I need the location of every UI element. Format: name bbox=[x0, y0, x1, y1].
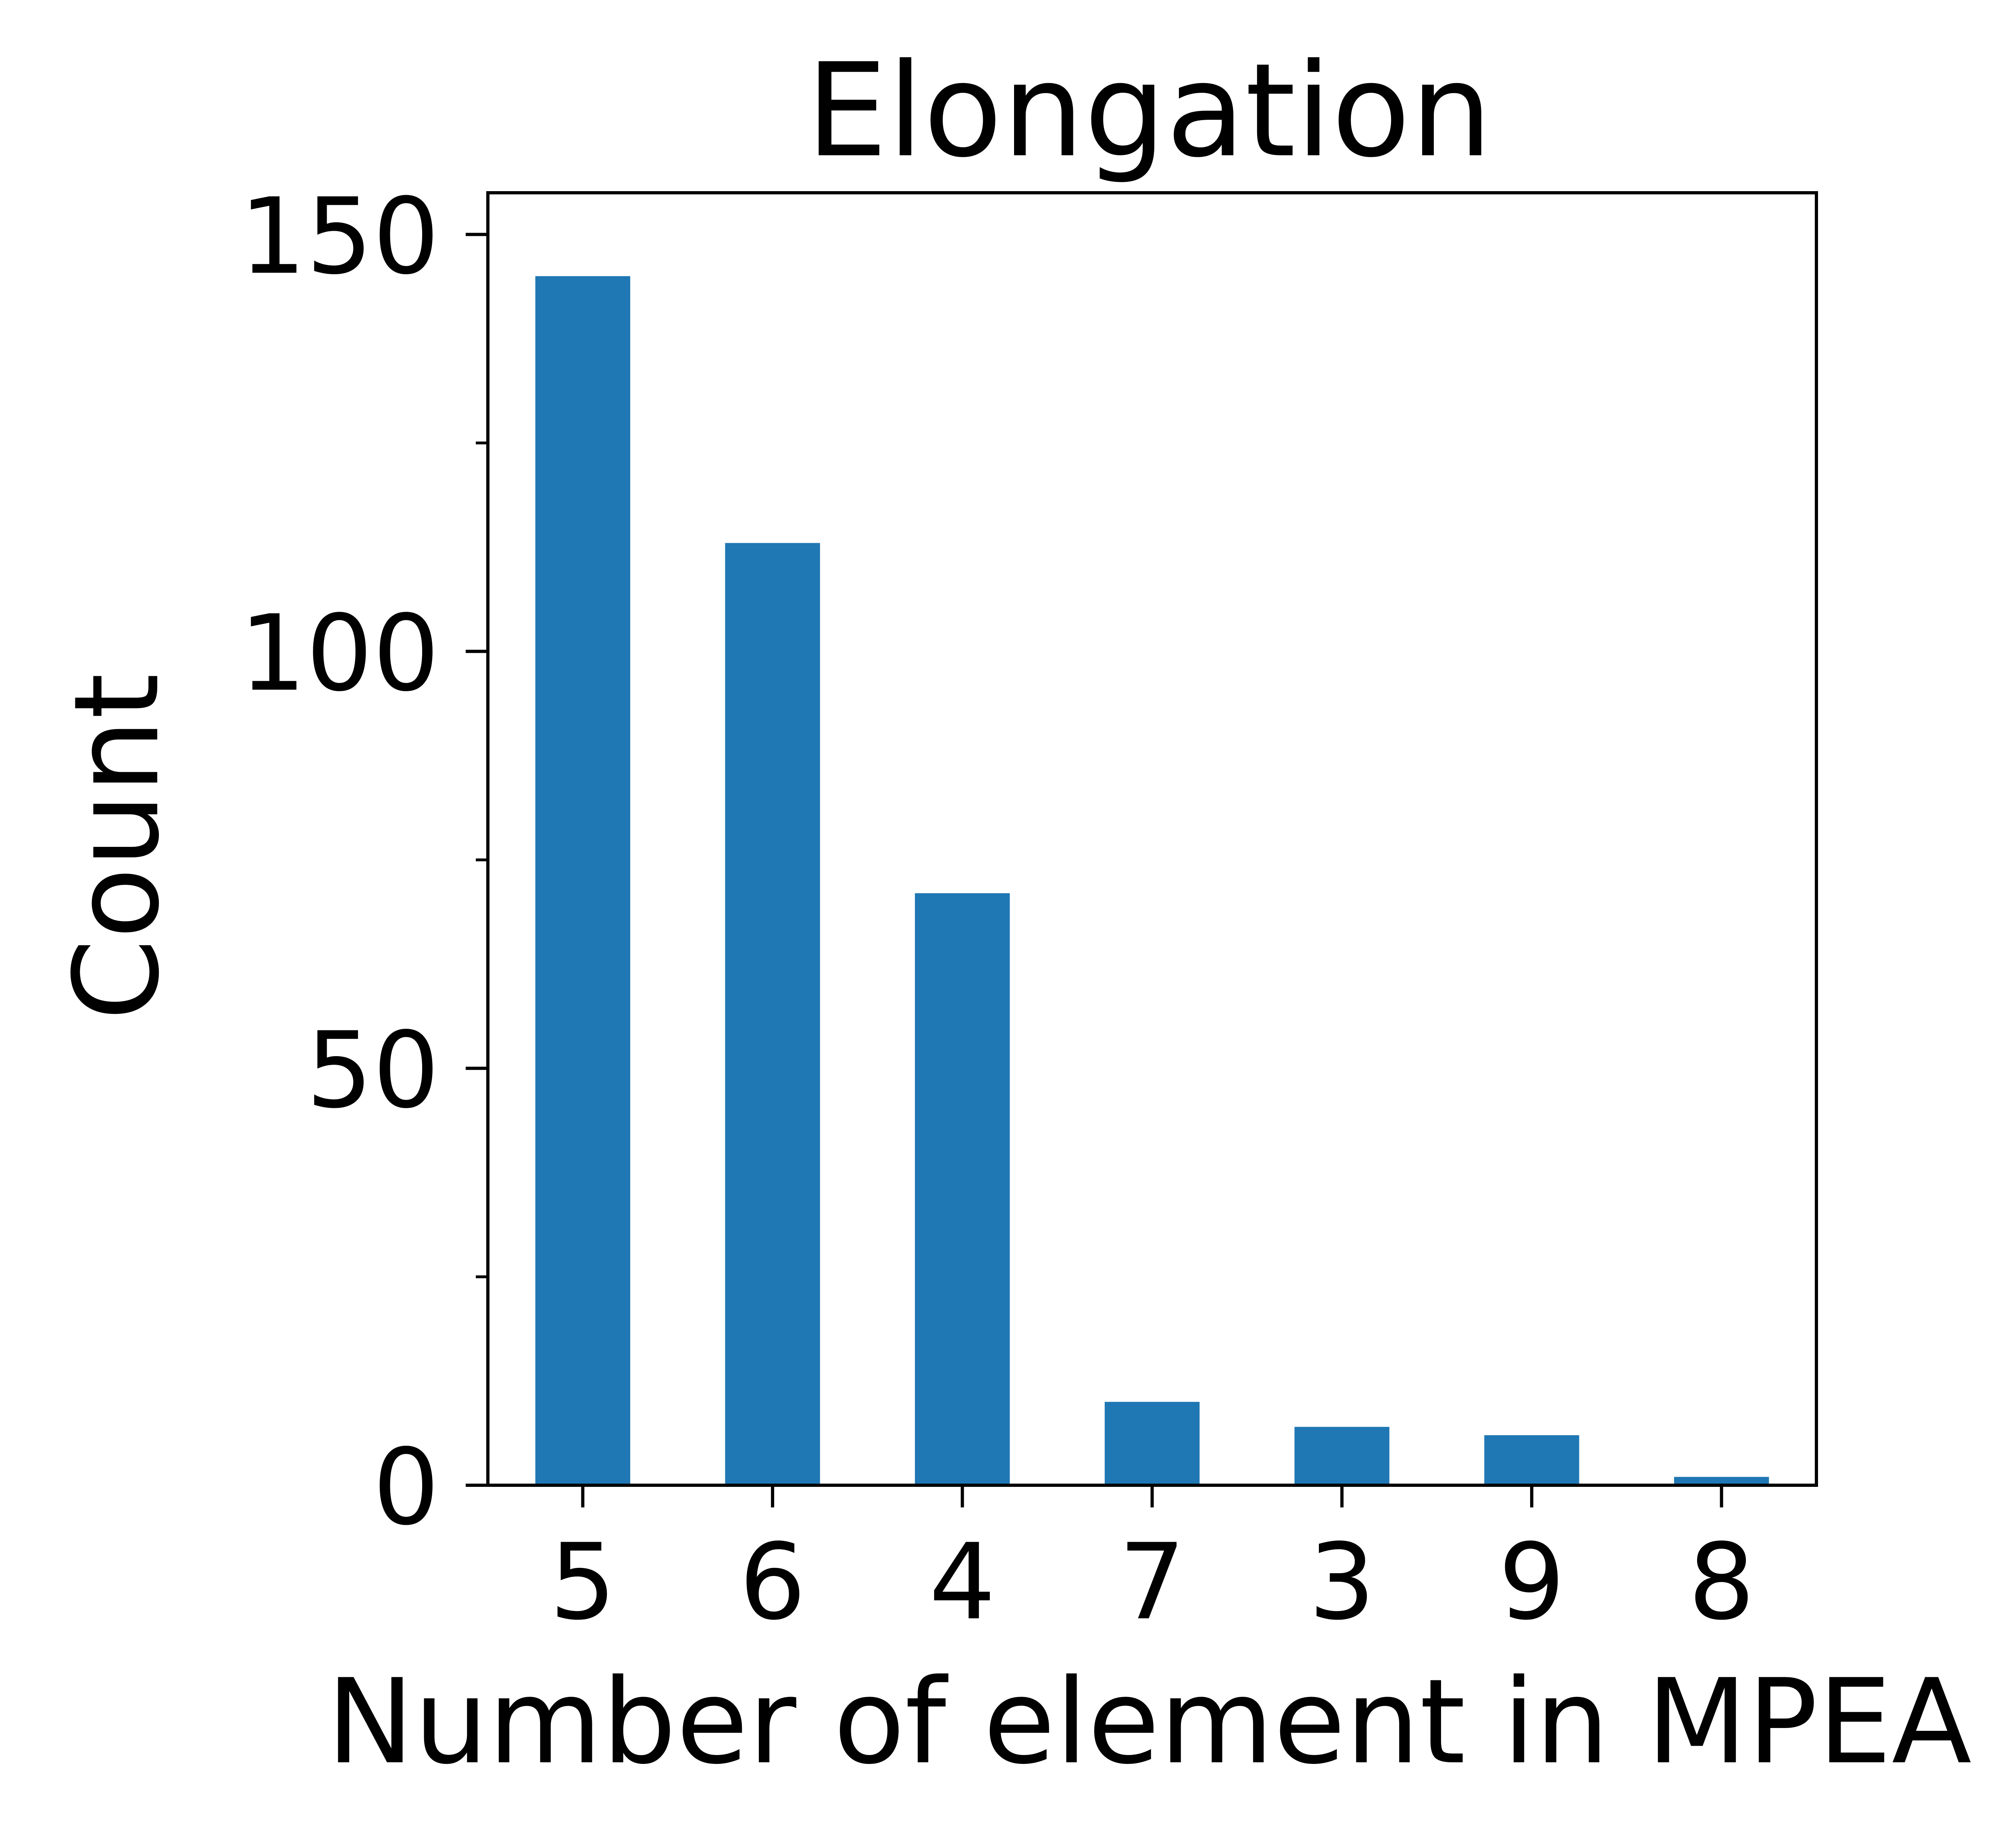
x-tick-label-8: 8 bbox=[1688, 1522, 1755, 1643]
y-tick-label-0: 0 bbox=[373, 1427, 439, 1549]
bar-7 bbox=[1104, 1402, 1200, 1485]
bar-5 bbox=[535, 276, 631, 1485]
x-tick-label-5: 5 bbox=[550, 1522, 616, 1643]
plot-frame bbox=[486, 191, 1818, 1487]
x-tick-label-7: 7 bbox=[1119, 1522, 1185, 1643]
bar-6 bbox=[725, 543, 820, 1485]
x-axis-label: Number of element in MPEA bbox=[327, 1654, 1972, 1790]
chart-title: Elongation bbox=[806, 36, 1492, 186]
plot-area: 5 6 4 7 3 9 8 0 50 100 150 bbox=[240, 176, 1818, 1643]
x-tick-label-4: 4 bbox=[929, 1522, 996, 1643]
bar-8 bbox=[1674, 1477, 1769, 1485]
y-tick-label-50: 50 bbox=[306, 1010, 439, 1132]
x-tick-label-9: 9 bbox=[1498, 1522, 1565, 1643]
bar-4 bbox=[915, 893, 1010, 1485]
bar-3 bbox=[1294, 1427, 1389, 1485]
bar-9 bbox=[1484, 1435, 1579, 1485]
x-tick-label-6: 6 bbox=[739, 1522, 806, 1643]
y-axis-label: Count bbox=[49, 673, 185, 1020]
x-tick-label-3: 3 bbox=[1309, 1522, 1375, 1643]
y-tick-label-150: 150 bbox=[240, 176, 439, 298]
y-tick-label-100: 100 bbox=[240, 593, 439, 715]
